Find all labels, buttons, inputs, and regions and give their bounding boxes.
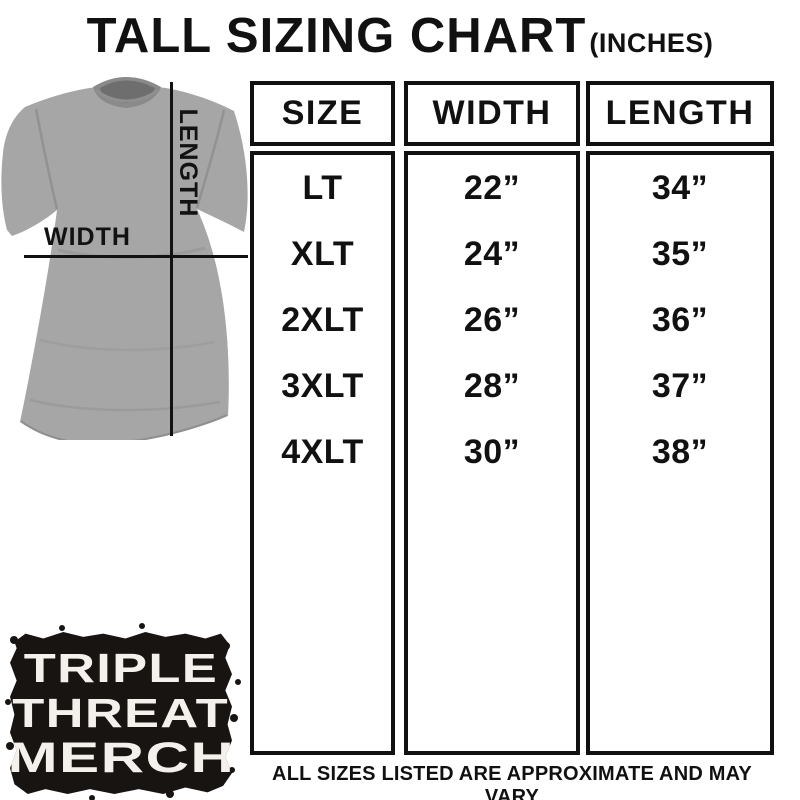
tshirt-wrinkle — [29, 398, 221, 412]
width-axis-label: WIDTH — [44, 223, 131, 251]
tshirt-body — [1, 87, 248, 440]
tshirt-hem-edge — [20, 414, 228, 440]
width-cell: 28” — [463, 366, 521, 405]
brand-logo: TRIPLE THREAT MERCH — [10, 632, 232, 794]
tshirt-seam-left — [34, 108, 59, 210]
disclaimer-text: ALL SIZES LISTED ARE APPROXIMATE AND MAY… — [272, 763, 752, 800]
tshirt-image — [1, 77, 248, 440]
size-cell: 4XLT — [281, 432, 364, 471]
logo-line: TRIPLE — [23, 644, 219, 691]
length-cell: 34” — [651, 168, 709, 207]
length-cell: 35” — [651, 234, 709, 273]
length-cell: 38” — [651, 432, 709, 471]
column-header-width: WIDTH — [404, 81, 580, 146]
width-cell: 24” — [463, 234, 521, 273]
table-column-length: LENGTH 34” 35” 36” 37” 38” — [586, 81, 774, 755]
length-axis-label: LENGTH — [174, 108, 202, 218]
size-cell: 2XLT — [281, 300, 364, 339]
column-header-length: LENGTH — [586, 81, 774, 146]
column-body-width: 22” 24” 26” 28” 30” — [404, 151, 580, 755]
table-column-size: SIZE LT XLT 2XLT 3XLT 4XLT — [250, 81, 395, 755]
width-cell: 26” — [463, 300, 521, 339]
column-header-size: SIZE — [250, 81, 395, 146]
width-cell: 22” — [463, 168, 521, 207]
logo-line: MERCH — [7, 733, 235, 782]
width-cell: 30” — [463, 432, 521, 471]
length-cell: 37” — [651, 366, 709, 405]
tshirt-collar-shadow — [94, 88, 160, 103]
table-column-width: WIDTH 22” 24” 26” 28” 30” — [404, 81, 580, 755]
size-cell: LT — [302, 168, 343, 207]
logo-line: THREAT — [12, 689, 230, 736]
column-body-length: 34” 35” 36” 37” 38” — [586, 151, 774, 755]
size-cell: 3XLT — [281, 366, 364, 405]
length-cell: 36” — [651, 300, 709, 339]
page-title-main: TALL SIZING CHART — [86, 9, 587, 63]
page-title: TALL SIZING CHART (INCHES) — [0, 8, 800, 64]
tshirt-seam-right — [195, 109, 226, 209]
width-measure-line — [24, 255, 248, 258]
length-measure-line — [170, 82, 173, 436]
size-cell: XLT — [290, 234, 355, 273]
page-title-units: (INCHES) — [589, 28, 714, 58]
column-body-size: LT XLT 2XLT 3XLT 4XLT — [250, 151, 395, 755]
tshirt-wrinkle — [39, 338, 216, 352]
